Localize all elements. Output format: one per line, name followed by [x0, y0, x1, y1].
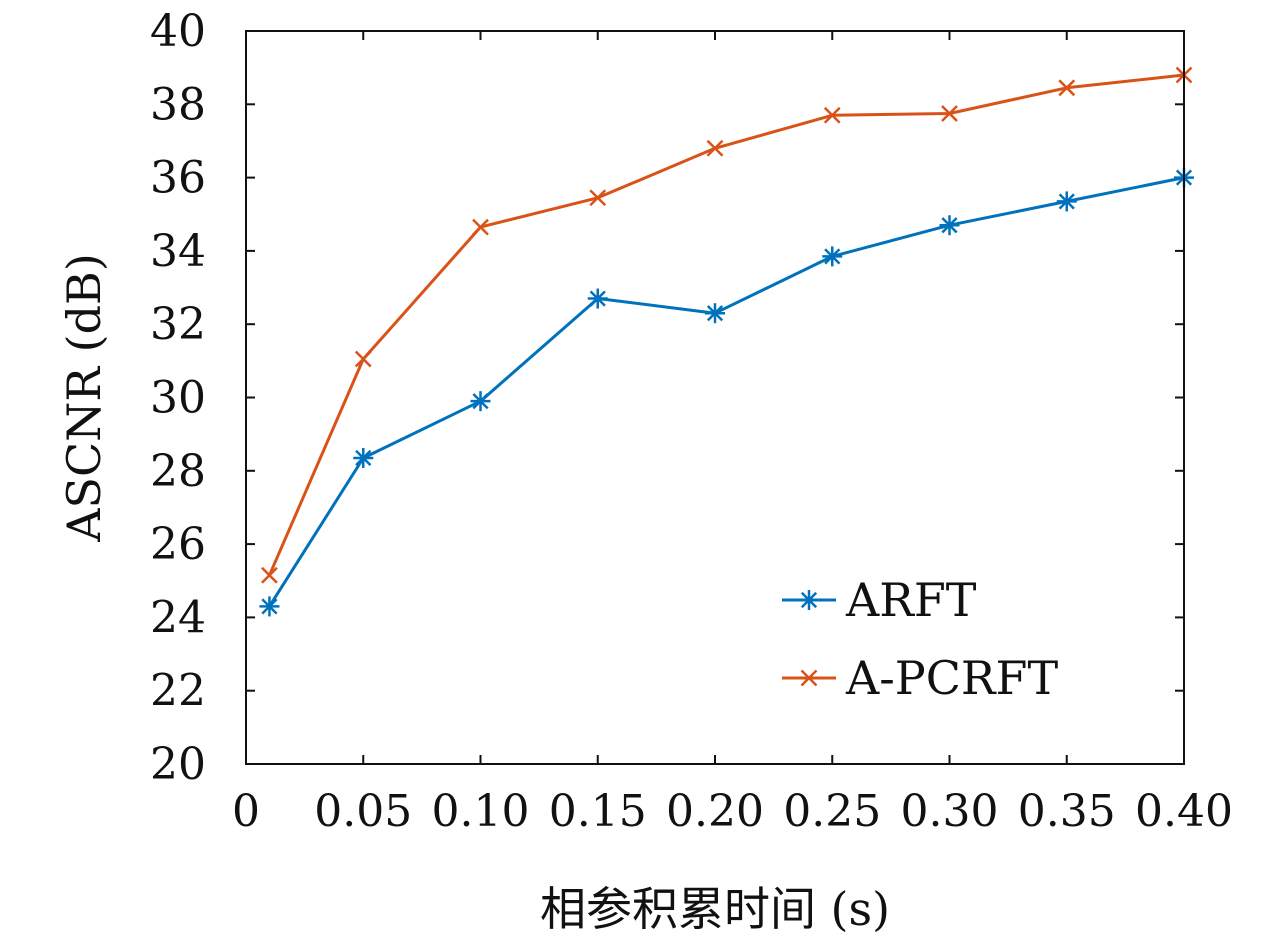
data-point [470, 391, 491, 412]
x-axis-title: 相参积累时间 (s) [540, 882, 890, 936]
x-tick-label: 0.35 [1018, 786, 1116, 837]
series-layer [259, 66, 1194, 617]
x-marker-stroke [1058, 79, 1076, 97]
x-tick-label: 0.25 [783, 786, 881, 837]
x-tick-label: 0.15 [549, 786, 647, 837]
x-marker-stroke [800, 669, 818, 687]
asterisk-marker-stroke [706, 305, 724, 322]
x-marker-stroke [823, 106, 841, 124]
asterisk-marker-stroke [589, 290, 606, 307]
asterisk-marker-stroke [800, 591, 818, 609]
data-point [939, 215, 960, 236]
x-marker-stroke [472, 218, 489, 236]
x-tick-label: 0.30 [901, 786, 999, 837]
legend-label: A-PCRFT [845, 651, 1058, 705]
legend-label: ARFT [845, 573, 977, 627]
asterisk-marker-stroke [472, 393, 489, 410]
y-tick-label: 36 [150, 153, 206, 204]
asterisk-marker-stroke [941, 217, 958, 234]
asterisk-marker-stroke [261, 598, 278, 615]
y-tick-label: 22 [150, 666, 206, 717]
x-marker-stroke [589, 189, 607, 207]
asterisk-marker-stroke [355, 449, 372, 467]
data-point [589, 189, 607, 207]
y-axis-title: ASCNR (dB) [57, 253, 111, 543]
y-tick-label: 24 [150, 592, 206, 643]
x-marker-stroke [354, 350, 372, 368]
legend-item: ARFT [782, 573, 977, 627]
data-point [261, 566, 278, 584]
data-point [705, 303, 725, 324]
x-marker-stroke [261, 566, 278, 584]
asterisk-marker-stroke [824, 248, 841, 265]
x-tick-label: 0.10 [432, 786, 530, 837]
data-point [1056, 191, 1077, 212]
y-tick-label: 26 [150, 519, 206, 570]
data-point [353, 447, 374, 468]
y-tick-label: 38 [150, 79, 206, 130]
tick-labels: 0 0.05 0.10 0.15 0.20 0.25 0.30 0.35 0.40 20 22 24 2… [150, 6, 1233, 837]
data-point [706, 139, 724, 157]
x-tick-label: 0.05 [314, 786, 412, 837]
y-tick-label: 32 [150, 299, 206, 350]
y-tick-label: 28 [150, 446, 206, 497]
y-tick-label: 40 [150, 6, 206, 57]
data-point [823, 106, 841, 124]
data-point [822, 246, 843, 267]
series-arft [259, 167, 1194, 617]
data-point [587, 288, 608, 309]
x-marker-stroke [941, 105, 958, 122]
data-point [941, 105, 958, 122]
plot-area-frame [245, 30, 1185, 765]
asterisk-marker-stroke [1058, 193, 1075, 210]
legend: ARFT A-PCRFT [782, 573, 1058, 705]
x-tick-label: 0.20 [666, 786, 764, 837]
series-line [268, 73, 1185, 576]
series-line [268, 176, 1185, 608]
data-point [259, 596, 280, 617]
data-point [354, 350, 372, 368]
series-a-pcrft [261, 66, 1193, 584]
legend-item: A-PCRFT [782, 651, 1058, 705]
y-tick-label: 30 [150, 373, 206, 424]
data-point [472, 218, 489, 236]
y-tick-label: 34 [150, 226, 206, 277]
x-tick-label: 0.40 [1135, 786, 1233, 837]
x-tick-label: 0 [232, 786, 260, 837]
y-tick-label: 20 [150, 739, 206, 790]
data-point [1058, 79, 1076, 97]
x-marker-stroke [706, 139, 724, 157]
